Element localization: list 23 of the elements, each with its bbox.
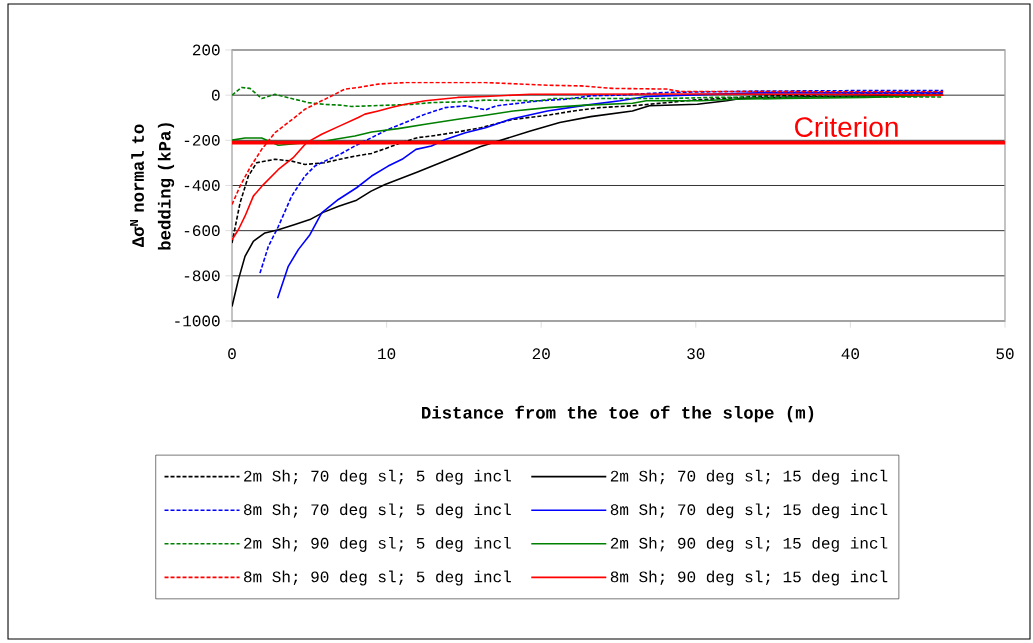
- y-tick-label: -400: [184, 180, 220, 191]
- y-tick-label: -800: [184, 270, 220, 282]
- ref-line-label: Criterion: [795, 116, 898, 137]
- y-tick-label: 0: [211, 89, 220, 101]
- legend-label: 2m Sh; 70 deg sl; 15 deg incl: [610, 469, 888, 485]
- legend-label: 8m Sh; 90 deg sl; 5 deg incl: [244, 570, 511, 586]
- x-tick-label: 0: [228, 348, 236, 360]
- legend-label: 2m Sh; 90 deg sl; 15 deg incl: [610, 536, 888, 552]
- legend-label: 2m Sh; 90 deg sl; 5 deg incl: [244, 536, 511, 552]
- x-tick-label: 50: [996, 348, 1014, 360]
- x-axis-title: Distance from the toe of the slope (m): [422, 405, 814, 423]
- legend-label: 8m Sh; 70 deg sl; 15 deg incl: [610, 503, 888, 519]
- legend-label: 8m Sh; 90 deg sl; 15 deg incl: [610, 570, 888, 586]
- y-tick-label: -200: [184, 134, 220, 146]
- x-tick-label: 20: [532, 348, 550, 360]
- y-tick-label: -1000: [175, 315, 220, 327]
- y-tick-label: 200: [192, 44, 220, 56]
- y-tick-label: -600: [184, 225, 220, 237]
- legend-label: 8m Sh; 70 deg sl; 5 deg incl: [244, 503, 511, 519]
- x-tick-label: 40: [841, 348, 860, 360]
- x-tick-label: 10: [378, 348, 396, 360]
- legend-label: 2m Sh; 70 deg sl; 5 deg incl: [244, 469, 511, 485]
- x-tick-label: 30: [687, 348, 705, 360]
